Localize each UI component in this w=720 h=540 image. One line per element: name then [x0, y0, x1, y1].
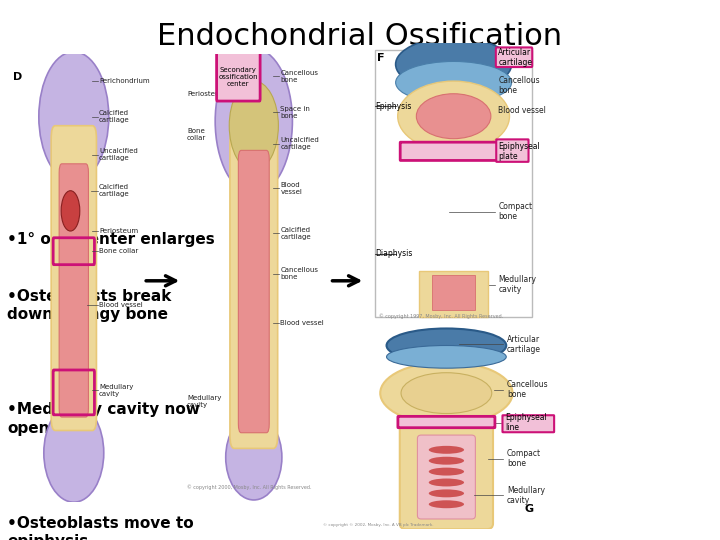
- Text: Space in
bone: Space in bone: [281, 106, 310, 119]
- Text: Periosteum: Periosteum: [187, 91, 226, 97]
- Text: Calcified
cartilage: Calcified cartilage: [99, 184, 130, 197]
- Text: •1° oss. center enlarges: •1° oss. center enlarges: [7, 232, 215, 247]
- FancyBboxPatch shape: [217, 34, 260, 101]
- Ellipse shape: [44, 403, 104, 502]
- Text: Diaphysis: Diaphysis: [375, 249, 413, 258]
- Ellipse shape: [396, 62, 511, 104]
- Text: © copyright 2000, Mosby, Inc. All Rights Reserved.: © copyright 2000, Mosby, Inc. All Rights…: [187, 484, 312, 490]
- Text: D: D: [12, 72, 22, 82]
- FancyBboxPatch shape: [400, 416, 493, 529]
- Text: Articular
cartilage: Articular cartilage: [498, 48, 532, 67]
- Ellipse shape: [387, 346, 506, 368]
- Ellipse shape: [429, 446, 464, 454]
- FancyBboxPatch shape: [503, 415, 554, 432]
- Text: Cancellous
bone: Cancellous bone: [507, 380, 549, 399]
- Text: Cancellous
bone: Cancellous bone: [281, 70, 318, 83]
- Text: Cancellous
bone: Cancellous bone: [498, 76, 540, 95]
- FancyBboxPatch shape: [400, 142, 507, 160]
- FancyBboxPatch shape: [496, 48, 532, 67]
- Text: Periosteum: Periosteum: [99, 228, 138, 234]
- Text: Blood vessel: Blood vessel: [281, 320, 324, 326]
- Text: Medullary
cavity: Medullary cavity: [507, 485, 545, 505]
- Ellipse shape: [429, 457, 464, 465]
- Ellipse shape: [380, 362, 513, 424]
- Ellipse shape: [61, 191, 80, 231]
- Text: Epiphyseal
line: Epiphyseal line: [505, 413, 547, 432]
- Ellipse shape: [397, 81, 510, 151]
- Text: © copyright 1997, Mosby, Inc. All Rights Reserved.: © copyright 1997, Mosby, Inc. All Rights…: [379, 314, 503, 319]
- Text: E: E: [247, 72, 254, 82]
- Text: Medullary
cavity: Medullary cavity: [498, 275, 536, 294]
- Ellipse shape: [429, 489, 464, 497]
- FancyBboxPatch shape: [51, 126, 96, 430]
- Text: Blood vessel: Blood vessel: [99, 302, 143, 308]
- Text: Perichondrium: Perichondrium: [99, 78, 150, 84]
- Text: Bone collar: Bone collar: [99, 248, 138, 254]
- FancyBboxPatch shape: [230, 130, 278, 448]
- Ellipse shape: [401, 373, 492, 414]
- Text: Articular
cartilage: Articular cartilage: [507, 335, 541, 354]
- Text: Uncalcified
cartilage: Uncalcified cartilage: [281, 137, 319, 150]
- Text: Cancellous
bone: Cancellous bone: [281, 267, 318, 280]
- Text: Secondary
ossification
center: Secondary ossification center: [219, 68, 258, 87]
- Text: •Osteoblasts move to
epiphysis: •Osteoblasts move to epiphysis: [7, 516, 194, 540]
- Text: •Medullary cavity now
open: •Medullary cavity now open: [7, 402, 200, 436]
- Bar: [419, 271, 488, 317]
- Text: Calcified
cartilage: Calcified cartilage: [281, 227, 311, 240]
- Text: F: F: [377, 53, 385, 63]
- Text: G: G: [524, 504, 534, 514]
- Bar: [432, 275, 475, 310]
- Text: Epiphysis: Epiphysis: [375, 102, 411, 111]
- Text: © copyright © 2002, Mosby, Inc. A VB plc Trademark.: © copyright © 2002, Mosby, Inc. A VB plc…: [323, 523, 433, 527]
- Text: •Osteoclasts break
down spongy bone: •Osteoclasts break down spongy bone: [7, 289, 171, 322]
- FancyBboxPatch shape: [398, 416, 495, 428]
- Ellipse shape: [429, 468, 464, 476]
- FancyBboxPatch shape: [238, 150, 269, 433]
- Text: Blood
vessel: Blood vessel: [281, 182, 302, 195]
- FancyBboxPatch shape: [59, 164, 89, 417]
- Ellipse shape: [396, 38, 511, 91]
- Text: Uncalcified
cartilage: Uncalcified cartilage: [99, 148, 138, 161]
- Text: Compact
bone: Compact bone: [507, 449, 541, 468]
- Ellipse shape: [39, 52, 109, 182]
- Ellipse shape: [229, 81, 279, 171]
- Text: Medullary
cavity: Medullary cavity: [187, 395, 222, 408]
- Text: Epiphyseal
plate: Epiphyseal plate: [498, 142, 540, 161]
- Ellipse shape: [226, 415, 282, 500]
- Ellipse shape: [215, 49, 292, 194]
- Ellipse shape: [416, 94, 491, 139]
- Text: Endochondrial Ossification: Endochondrial Ossification: [158, 22, 562, 51]
- Ellipse shape: [387, 328, 506, 362]
- Text: Compact
bone: Compact bone: [498, 202, 532, 221]
- Text: Blood vessel: Blood vessel: [498, 106, 546, 115]
- FancyBboxPatch shape: [496, 139, 528, 162]
- Text: Medullary
cavity: Medullary cavity: [99, 384, 133, 396]
- Text: Bone
collar: Bone collar: [187, 129, 207, 141]
- Text: Calcified
cartilage: Calcified cartilage: [99, 110, 130, 123]
- FancyBboxPatch shape: [418, 435, 475, 519]
- Ellipse shape: [429, 478, 464, 487]
- Ellipse shape: [429, 500, 464, 508]
